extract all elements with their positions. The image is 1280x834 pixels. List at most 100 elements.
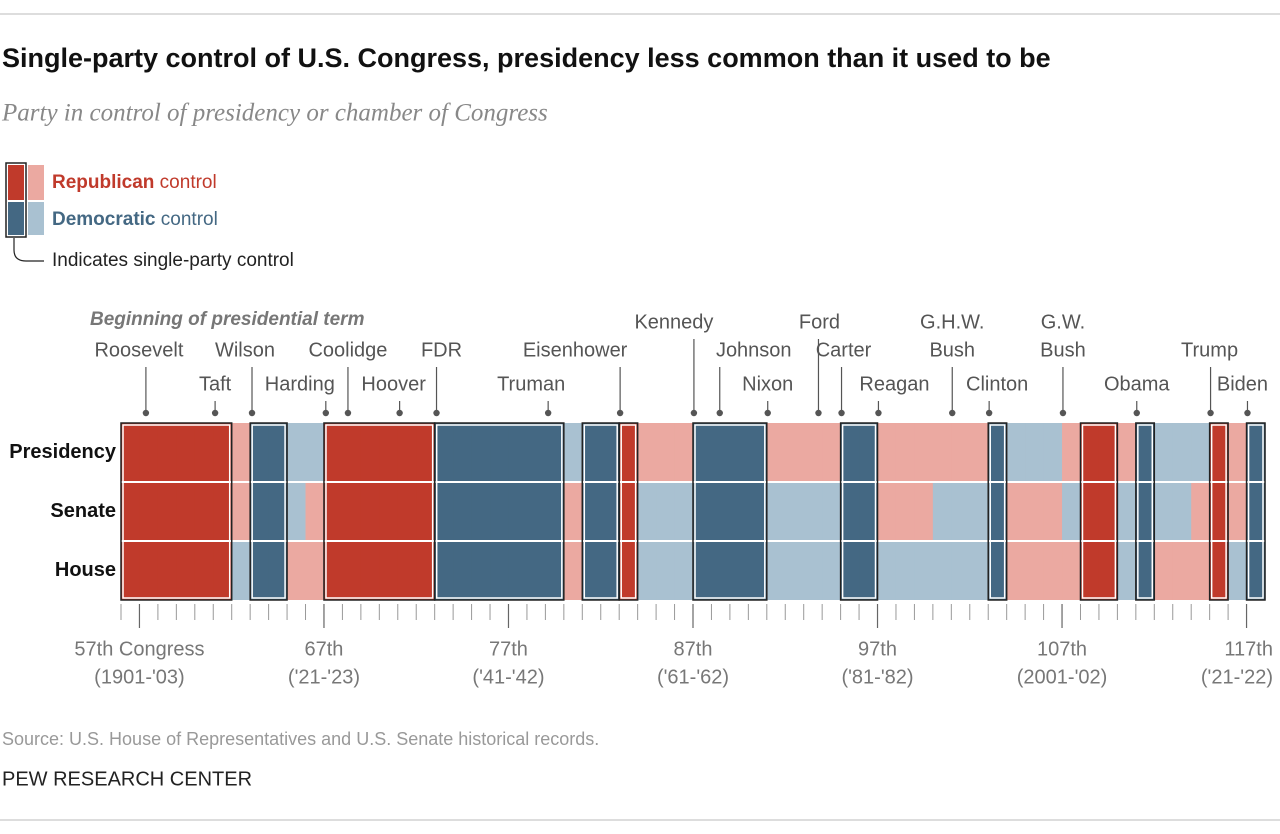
legend-entry: Democratic control: [52, 209, 218, 230]
cell: [231, 482, 251, 541]
cell: [379, 482, 399, 541]
cell: [416, 423, 436, 482]
legend-text: control: [156, 209, 218, 230]
cell: [988, 482, 1008, 541]
term-marker: [1207, 409, 1214, 417]
cell: [969, 541, 989, 600]
president-label: Taft: [199, 373, 232, 395]
term-marker: [1059, 409, 1067, 417]
cell: [1209, 482, 1229, 541]
president-label: Nixon: [742, 373, 793, 395]
cell: [1135, 482, 1155, 541]
cell: [711, 541, 731, 600]
cell: [490, 541, 510, 600]
cell: [656, 482, 676, 541]
cell: [139, 541, 159, 600]
cell: [619, 482, 639, 541]
cell: [121, 482, 141, 541]
single-party-outline: [433, 422, 565, 601]
cell: [250, 423, 270, 482]
cell: [766, 423, 786, 482]
cell: [914, 482, 934, 541]
cell: [305, 423, 325, 482]
president-label: Bush: [929, 339, 975, 361]
single-party-inner: [841, 424, 877, 599]
president-label: Coolidge: [308, 339, 387, 361]
cell: [268, 482, 288, 541]
cell: [360, 541, 380, 600]
cell: [1006, 423, 1026, 482]
cell: [287, 541, 307, 600]
cell: [508, 423, 528, 482]
cell: [490, 423, 510, 482]
cell: [859, 482, 879, 541]
cell: [600, 482, 620, 541]
president-label: Roosevelt: [94, 339, 183, 361]
cell: [766, 482, 786, 541]
x-tick-label: 57th Congress: [74, 638, 204, 660]
cell: [176, 541, 196, 600]
legend-outline: [5, 162, 27, 238]
cell: [729, 541, 749, 600]
legend-entry: Republican control: [52, 172, 217, 193]
president-label: Trump: [1181, 339, 1238, 361]
cell: [1117, 423, 1137, 482]
cell: [471, 482, 491, 541]
single-party-inner: [1247, 424, 1264, 599]
cell: [969, 423, 989, 482]
cell: [914, 541, 934, 600]
cell: [121, 423, 141, 482]
cell: [785, 482, 805, 541]
legend-swatch: [28, 165, 44, 200]
cell: [139, 482, 159, 541]
term-marker: [322, 409, 330, 417]
x-tick-sublabel: (2001-'02): [1017, 666, 1108, 688]
cell: [1062, 482, 1082, 541]
cell: [1025, 541, 1045, 600]
president-label: Wilson: [215, 339, 275, 361]
cell: [287, 423, 307, 482]
cell: [822, 423, 842, 482]
single-party-inner: [1210, 424, 1227, 599]
cell: [379, 541, 399, 600]
cell: [859, 541, 879, 600]
cell: [951, 423, 971, 482]
term-marker: [211, 409, 219, 417]
cell: [1154, 541, 1174, 600]
cell: [914, 423, 934, 482]
cell: [600, 541, 620, 600]
cell: [1209, 423, 1229, 482]
cell: [231, 423, 251, 482]
term-marker: [985, 409, 993, 417]
cell: [1025, 482, 1045, 541]
cell: [1098, 482, 1118, 541]
cell: [1006, 482, 1026, 541]
cell: [1117, 541, 1137, 600]
term-marker: [433, 409, 440, 417]
cell: [877, 541, 897, 600]
president-label: Harding: [265, 373, 335, 395]
cell: [877, 482, 897, 541]
president-label: Kennedy: [634, 311, 713, 333]
single-party-outline: [1208, 422, 1229, 601]
cell: [711, 423, 731, 482]
cell: [526, 423, 546, 482]
cell: [1043, 541, 1063, 600]
legend-swatch: [8, 165, 24, 200]
chart-title: Single-party control of U.S. Congress, p…: [2, 43, 1051, 73]
cell: [859, 423, 879, 482]
president-label: Johnson: [716, 339, 792, 361]
cell: [1246, 482, 1266, 541]
single-party-outline: [1245, 422, 1266, 601]
cell: [545, 482, 565, 541]
single-party-outline: [1079, 422, 1119, 601]
single-party-outline: [249, 422, 288, 601]
cell: [711, 482, 731, 541]
cell: [693, 423, 713, 482]
cell: [582, 423, 602, 482]
cell: [637, 541, 657, 600]
cell: [453, 482, 473, 541]
term-marker: [344, 409, 352, 417]
cell: [1043, 482, 1063, 541]
cell: [785, 423, 805, 482]
